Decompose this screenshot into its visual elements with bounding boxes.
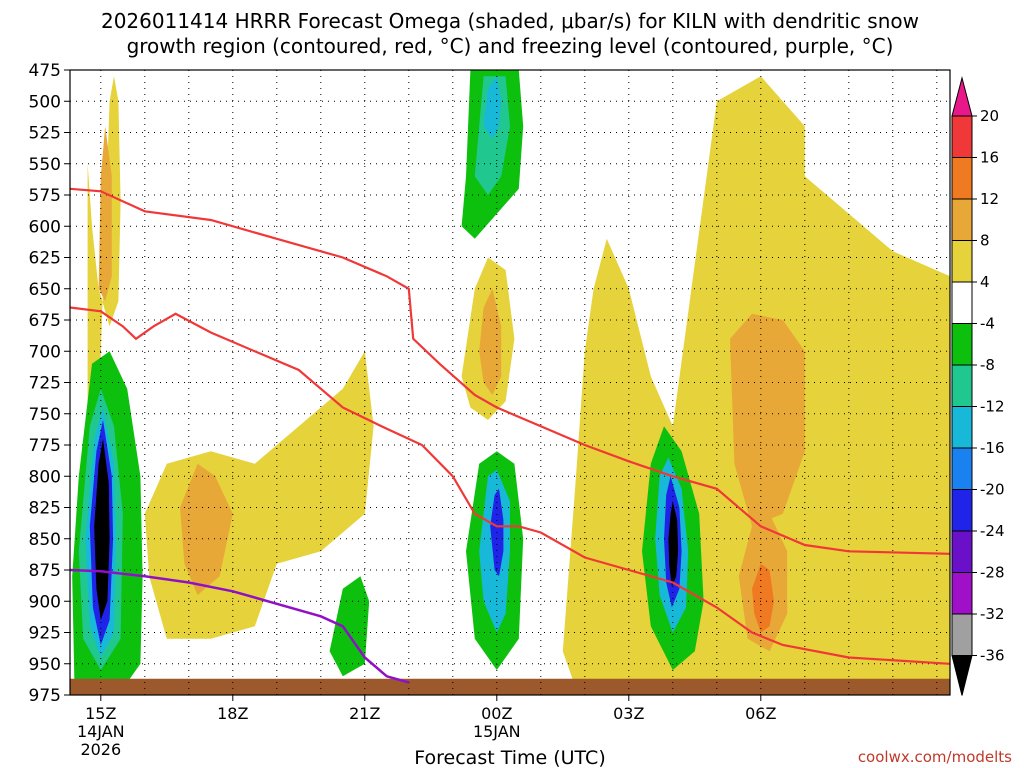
chart-title-line1: 2026011414 HRRR Forecast Omega (shaded, … (101, 9, 919, 33)
y-tick-label: 825 (29, 499, 61, 519)
colorbar-label: 20 (980, 107, 999, 125)
x-tick-label: 03Z (613, 704, 644, 723)
y-tick-label: 575 (29, 186, 61, 206)
omega-region-warm-left-column (87, 76, 121, 695)
colorbar-bottom-triangle (951, 655, 973, 696)
colorbar-label: -4 (980, 315, 995, 333)
y-tick-label: 675 (29, 311, 61, 331)
y-tick-label: 850 (29, 530, 61, 550)
omega-region-downdraft-upper-top (483, 76, 502, 139)
y-tick-label: 625 (29, 249, 61, 269)
colorbar-bin (951, 530, 973, 573)
y-tick-label: 950 (29, 655, 61, 675)
colorbar-bin (951, 613, 973, 656)
y-tick-label: 600 (29, 217, 61, 237)
y-tick-label: 700 (29, 342, 61, 362)
colorbar-bin (951, 572, 973, 615)
freezing-level-line (70, 568, 410, 684)
x-tick-sublabel: 15JAN (473, 722, 521, 741)
x-tick-label: 00Z (481, 704, 512, 723)
y-tick-label: 975 (29, 686, 61, 706)
y-tick-label: 550 (29, 155, 61, 175)
colorbar-top-triangle (951, 76, 973, 117)
chart-title-line2: growth region (contoured, red, °C) and f… (127, 34, 894, 58)
colorbar-label: -20 (980, 481, 1005, 499)
y-tick-label: 925 (29, 624, 61, 644)
omega-region-updraft-right-core1 (730, 313, 805, 527)
omega-region-sink-left-max (94, 438, 110, 620)
colorbar-label: -12 (980, 398, 1005, 416)
omega-region-downdraft-03z-max (668, 501, 679, 587)
colorbar-label: 8 (980, 232, 990, 250)
colorbar-label: -16 (980, 439, 1005, 457)
grid (70, 70, 950, 695)
x-tick-sublabel: 2026 (80, 740, 121, 759)
y-tick-label: 900 (29, 592, 61, 612)
colorbar-bin (951, 240, 973, 283)
x-tick-label: 06Z (745, 704, 776, 723)
colorbar-bin (951, 198, 973, 241)
contour-lines (70, 187, 950, 684)
y-tick-label: 725 (29, 374, 61, 394)
colorbar-bin (951, 323, 973, 366)
colorbar-label: -24 (980, 522, 1005, 540)
x-axis-label: Forecast Time (UTC) (414, 747, 605, 768)
terrain (70, 678, 950, 695)
y-tick-label: 775 (29, 436, 61, 456)
terrain-surface (70, 678, 950, 695)
dgz-lower-line (70, 306, 950, 665)
colorbar: 20 16 12 8 4 -4 -8 -12 -16 -20 -24 -28 -32 -36 (951, 76, 1005, 696)
colorbar-bin (951, 489, 973, 532)
colorbar-bin (951, 364, 973, 407)
colorbar-label: 12 (980, 190, 999, 208)
colorbar-bin (951, 281, 973, 324)
omega-region-updraft-00z-upper-core (479, 288, 502, 395)
colorbar-label: -28 (980, 564, 1005, 582)
x-tick-label: 18Z (217, 704, 248, 723)
colorbar-label: 4 (980, 273, 990, 291)
credit-text: coolwx.com/modelts (858, 748, 1012, 766)
colorbar-label: -32 (980, 605, 1005, 623)
omega-region-updraft-right-max (752, 563, 774, 633)
y-tick-label: 800 (29, 467, 61, 487)
y-tick-label: 650 (29, 280, 61, 300)
dgz-upper-line (70, 187, 950, 555)
y-tick-label: 500 (29, 92, 61, 112)
colorbar-label: -8 (980, 356, 995, 374)
colorbar-bin (951, 447, 973, 490)
omega-region-updraft-mid-core (180, 463, 233, 595)
colorbar-bin (951, 115, 973, 158)
colorbar-label: 16 (980, 149, 999, 167)
y-tick-label: 750 (29, 405, 61, 425)
omega-shading (72, 70, 950, 695)
x-tick-label: 15Z (85, 704, 116, 723)
omega-region-warm-left-core (98, 126, 112, 302)
y-tick-label: 875 (29, 561, 61, 581)
x-tick-label: 21Z (349, 704, 380, 723)
x-tick-sublabel: 14JAN (77, 722, 125, 741)
colorbar-bin (951, 406, 973, 449)
colorbar-bin (951, 157, 973, 200)
y-tick-label: 475 (29, 61, 61, 81)
y-tick-label: 525 (29, 124, 61, 144)
colorbar-label: -36 (980, 647, 1005, 665)
y-axis: 475 500 525 550 575 600 625 650 675 700 725 750 775 8… (29, 61, 70, 706)
